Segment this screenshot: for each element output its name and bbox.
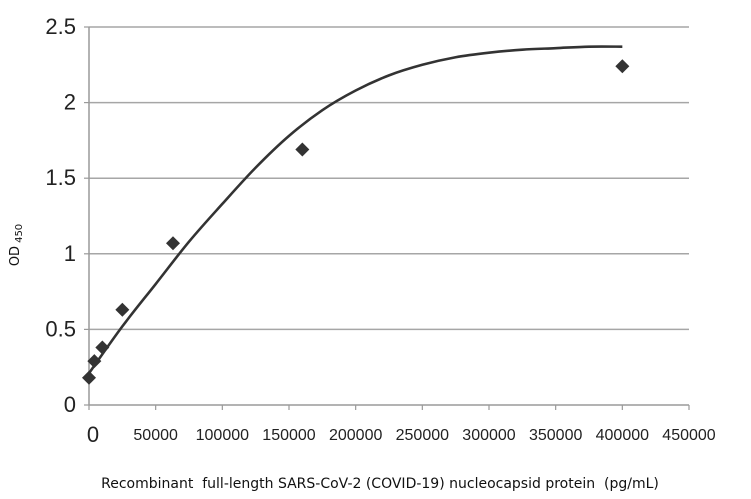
y-tick-labels: 0 0.5 1 1.5 2 2.5 <box>45 14 76 417</box>
data-point <box>615 59 630 74</box>
data-point <box>95 340 110 355</box>
data-point <box>115 302 130 317</box>
data-point <box>295 142 310 157</box>
y-axis-title: OD450 <box>8 224 25 266</box>
data-point <box>87 354 102 369</box>
x-tick-label: 400000 <box>596 427 649 444</box>
x-axis-title: Recombinant full-length SARS-CoV-2 (COVI… <box>101 476 659 492</box>
x-tick-label: 300000 <box>462 427 515 444</box>
gridlines <box>89 26 689 331</box>
x-tick-label: 450000 <box>662 427 715 444</box>
y-axis-title-group: OD450 <box>8 224 25 266</box>
data-points <box>82 59 630 385</box>
x-tick-labels: 0 50000 100000 150000 200000 250000 300000 3500… <box>87 422 716 447</box>
y-tick-label: 1 <box>64 241 76 266</box>
y-tick-label: 0 <box>64 392 76 417</box>
x-tick-label: 100000 <box>196 427 249 444</box>
y-tick-label: 2.5 <box>45 14 76 39</box>
x-tick-label: 50000 <box>133 427 178 444</box>
x-tick-label: 350000 <box>529 427 582 444</box>
x-tick-label: 0 <box>87 422 99 447</box>
x-tick-label: 200000 <box>329 427 382 444</box>
data-point <box>166 236 180 251</box>
x-tick-label: 150000 <box>262 427 315 444</box>
axes <box>84 26 690 410</box>
y-tick-label: 2 <box>64 90 76 115</box>
x-tick-label: 250000 <box>396 427 449 444</box>
y-tick-label: 0.5 <box>45 316 76 341</box>
fit-curve <box>87 45 623 375</box>
y-tick-label: 1.5 <box>45 165 76 190</box>
data-point <box>82 370 96 385</box>
